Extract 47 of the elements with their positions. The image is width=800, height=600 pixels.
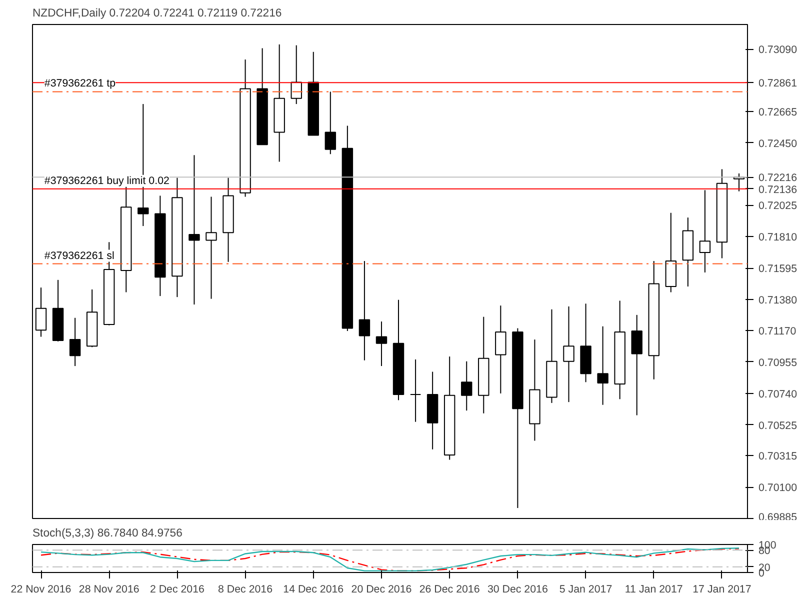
y-tick-label: 0.71380 — [758, 294, 798, 307]
y-tick-label: 0.72025 — [758, 200, 798, 212]
y-tick-label: 0.71170 — [758, 325, 796, 338]
ref-line-label: #379362261 sl — [44, 250, 114, 262]
candlestick — [563, 306, 574, 403]
candlestick — [206, 196, 217, 300]
x-tick-label: 8 Dec 2016 — [218, 584, 273, 596]
y-tick-label: 0.70525 — [758, 420, 798, 432]
y-tick-label: 0.70740 — [758, 388, 798, 400]
x-tick-label: 22 Nov 2016 — [10, 584, 72, 596]
x-tick-label: 26 Dec 2016 — [419, 584, 480, 596]
y-tick-label: 0.70315 — [758, 450, 798, 463]
x-tick-label: 20 Dec 2016 — [351, 584, 412, 596]
y-tick-label: 0.72216 — [758, 172, 798, 184]
x-tick-label: 2 Dec 2016 — [150, 584, 205, 596]
x-tick-label: 5 Jan 2017 — [559, 584, 612, 596]
candlestick — [631, 314, 642, 416]
y-tick-label: 0.72450 — [758, 138, 798, 150]
x-tick-label: 30 Dec 2016 — [487, 584, 548, 596]
y-tick-label: 0.73090 — [758, 44, 798, 56]
candlestick — [376, 321, 388, 367]
x-tick-label: 17 Jan 2017 — [692, 584, 752, 596]
chart-title: NZDCHF,Daily 0.72204 0.72241 0.72119 0.72216 — [32, 8, 282, 20]
y-tick-label: 0.70100 — [758, 482, 798, 494]
candlestick — [69, 317, 81, 367]
y-tick-label: 0.70955 — [758, 356, 798, 369]
candlestick — [597, 326, 608, 406]
candlestick — [461, 360, 472, 412]
y-tick-label: 0.72861 — [758, 78, 798, 90]
y-tick-label: 0.72136 — [758, 184, 798, 196]
x-tick-label: 11 Jan 2017 — [624, 584, 683, 596]
y-tick-label: 0.72665 — [758, 106, 798, 118]
chart-title: Stoch(5,3,3) 86.7840 84.9756 — [32, 528, 182, 540]
candlestick — [410, 358, 422, 422]
y-tick-label: 0.71810 — [758, 232, 798, 244]
candlestick — [495, 305, 506, 394]
candlestick — [188, 154, 200, 306]
x-tick-label: 14 Dec 2016 — [283, 584, 344, 596]
x-tick-label: 28 Nov 2016 — [78, 584, 140, 596]
candlestick — [699, 190, 711, 273]
candlestick — [358, 260, 370, 361]
candlestick — [290, 44, 302, 105]
candlestick — [324, 91, 336, 155]
candlestick — [35, 287, 47, 338]
ref-line-label: #379362261 tp — [44, 78, 116, 90]
ref-line-label: #379362261 buy limit 0.02 — [44, 174, 170, 187]
y-tick-label: 0.71595 — [758, 263, 798, 276]
